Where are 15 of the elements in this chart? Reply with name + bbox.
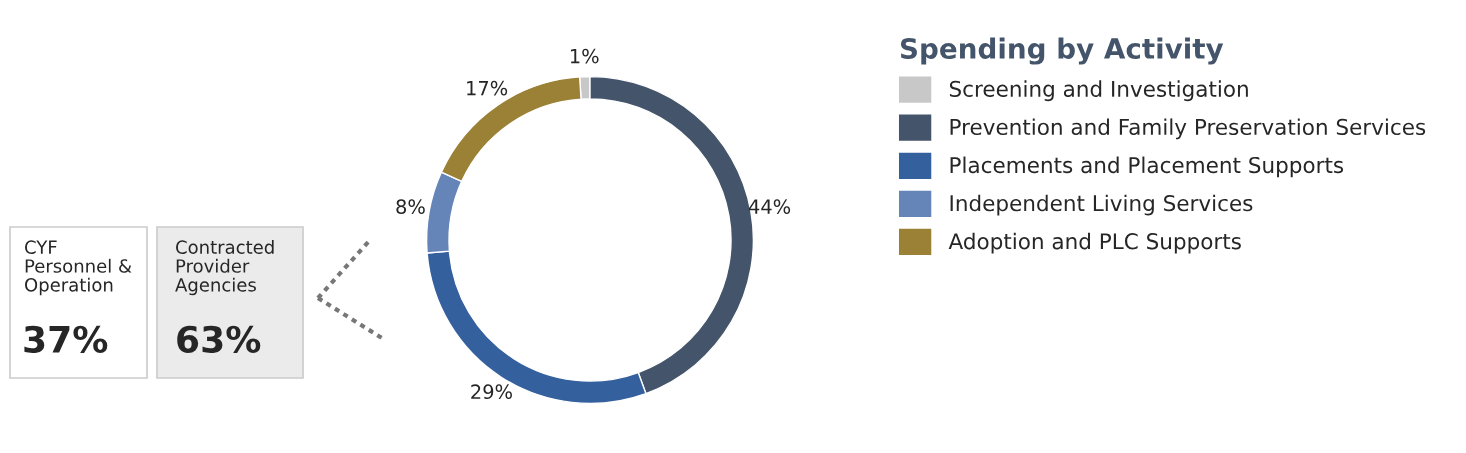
legend-label: Screening and Investigation xyxy=(949,80,1248,102)
legend-label: Adoption and PLC Supports xyxy=(948,232,1241,254)
legend-label: Independent Living Services xyxy=(950,194,1253,216)
data-label: 17% xyxy=(467,80,508,96)
legend-title: Spending by Activity xyxy=(900,37,1224,65)
text: 63% xyxy=(177,325,261,353)
text: CYF Personnel & Operation xyxy=(25,240,132,296)
text: 37% xyxy=(24,325,108,353)
data-label: 1% xyxy=(570,48,599,64)
legend-label: Placements and Placement Supports xyxy=(950,156,1344,178)
legend-label: Prevention and Family Preservation Services xyxy=(950,118,1426,140)
text: Contracted Provider Agencies xyxy=(175,240,274,296)
data-label: 29% xyxy=(471,384,512,400)
data-label: 8% xyxy=(396,199,425,214)
data-label: 44% xyxy=(748,199,791,214)
